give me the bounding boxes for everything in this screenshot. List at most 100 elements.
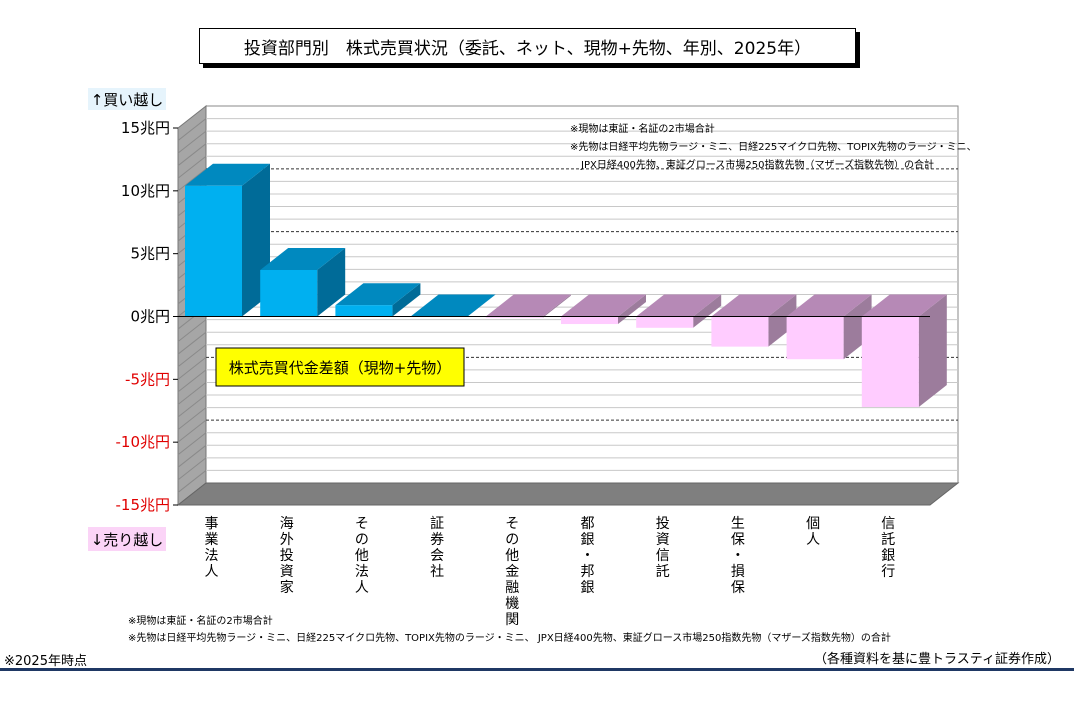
inner-note: JPX日経400先物、東証グロース市場250指数先物（マザーズ指数先物）の合計 (580, 158, 934, 171)
category-char: 信 (881, 516, 895, 532)
bottom-note: ※現物は東証・名証の2市場合計 (128, 614, 273, 627)
gridline-side (177, 168, 207, 192)
gridline-side (177, 407, 207, 430)
bottom-rule (0, 668, 1074, 671)
bar (711, 294, 797, 347)
category-char: 託 (881, 532, 895, 548)
category-char: ・ (731, 548, 745, 564)
category-char: 法 (205, 548, 219, 564)
bar-top (711, 294, 797, 317)
bar-side (843, 294, 872, 360)
category-char: 事 (205, 516, 219, 532)
bar (260, 248, 346, 317)
y-tick-label: -15兆円 (116, 496, 171, 514)
inner-note: ※現物は東証・名証の2市場合計 (570, 122, 715, 135)
category-label: 個人 (806, 516, 820, 548)
y-tick-label: 0兆円 (130, 308, 170, 326)
category-char: 資 (280, 564, 294, 580)
bar-front (711, 316, 769, 347)
category-char: 法 (355, 564, 369, 580)
gridline-side (177, 118, 207, 141)
bar-top (260, 248, 346, 271)
category-char: 証 (430, 516, 444, 532)
category-char: そ (355, 516, 369, 532)
y-axis-ticks: 15兆円 10兆円 5兆円 0兆円 -5兆円 -10兆円 -15兆円 ↑買い越し ↓売り越し (88, 88, 178, 551)
bars: 株式売買代金差額（現物+先物） (178, 163, 947, 407)
bar-front (335, 305, 393, 317)
category-char: そ (505, 516, 519, 532)
category-char: 個 (806, 516, 820, 532)
sell-label: ↓売り越し (91, 531, 164, 549)
gridline-side (177, 331, 207, 355)
category-char: 投 (280, 548, 294, 564)
category-label: 都銀・邦銀 (581, 516, 595, 596)
bar-top (636, 294, 722, 317)
category-char: 投 (656, 516, 670, 532)
bar-side (918, 294, 947, 407)
category-label: 生保・損保 (731, 516, 745, 596)
gridline-side (177, 382, 207, 405)
category-label: 海外投資家 (280, 516, 294, 596)
gridline-side (177, 369, 207, 393)
sell-label-box (88, 527, 166, 551)
gridline-side (177, 344, 207, 368)
category-char: 保 (731, 532, 745, 548)
bar-top (561, 294, 646, 317)
category-char: 託 (656, 564, 670, 580)
bar (185, 163, 270, 317)
bar-side (768, 294, 797, 347)
series-label-box (215, 347, 465, 387)
gridline-side (177, 457, 207, 481)
category-char: 人 (355, 580, 369, 596)
category-char: 融 (505, 580, 519, 596)
bottom-note: ※先物は日経平均先物ラージ・ミニ、日経225マイクロ先物、TOPIX先物のラージ… (128, 631, 891, 644)
category-label: その他法人 (355, 516, 369, 596)
category-char: の (505, 532, 519, 548)
category-label: 信託銀行 (881, 516, 895, 580)
category-label: その他金融機関 (505, 516, 519, 628)
category-label: 事業法人 (205, 516, 219, 580)
footer-note: ※2025年時点 (4, 654, 87, 669)
chart-title: 投資部門別 株式売買状況（委託、ネット、現物+先物、年別、2025年） (199, 28, 856, 64)
gridline-side (177, 130, 207, 154)
bar-front (260, 270, 318, 317)
category-char: 他 (355, 548, 369, 564)
bar-side (392, 283, 421, 317)
category-char: 銀 (581, 580, 595, 596)
buy-label: ↑買い越し (91, 91, 164, 109)
category-char: 人 (205, 564, 219, 580)
bar-top (861, 294, 947, 317)
bar (636, 294, 722, 328)
category-char: 邦 (581, 564, 595, 580)
category-char: 保 (731, 580, 745, 596)
category-char: ・ (581, 548, 595, 564)
category-char: 外 (280, 532, 294, 548)
bar-front (636, 316, 694, 328)
category-label: 投資信託 (656, 516, 670, 580)
category-char: 銀 (881, 548, 895, 564)
y-tick-label: 15兆円 (121, 119, 170, 137)
bar-top (410, 294, 496, 317)
category-char: 生 (731, 516, 745, 532)
series-label: 株式売買代金差額（現物+先物） (229, 359, 452, 377)
gridline-side (177, 394, 207, 418)
bar-side (542, 294, 571, 318)
gridline-side (177, 444, 207, 468)
category-label: 証券会社 (430, 516, 444, 580)
category-char: 信 (656, 548, 670, 564)
y-tick-label: 10兆円 (121, 182, 170, 200)
category-char: 家 (280, 579, 294, 596)
bar-top (485, 294, 571, 317)
bar (861, 294, 947, 407)
gridline-side (177, 432, 207, 456)
category-char: 銀 (581, 532, 595, 548)
y-tick-label: 5兆円 (130, 245, 170, 263)
bar-front (786, 316, 844, 360)
bar-top (185, 163, 270, 186)
category-char: 都 (581, 516, 595, 532)
bar-top (786, 294, 872, 317)
inner-notes: ※現物は東証・名証の2市場合計 ※先物は日経平均先物ラージ・ミニ、日経225マイク… (128, 122, 977, 644)
gridline-side (177, 143, 207, 167)
category-char: 券 (430, 532, 444, 548)
